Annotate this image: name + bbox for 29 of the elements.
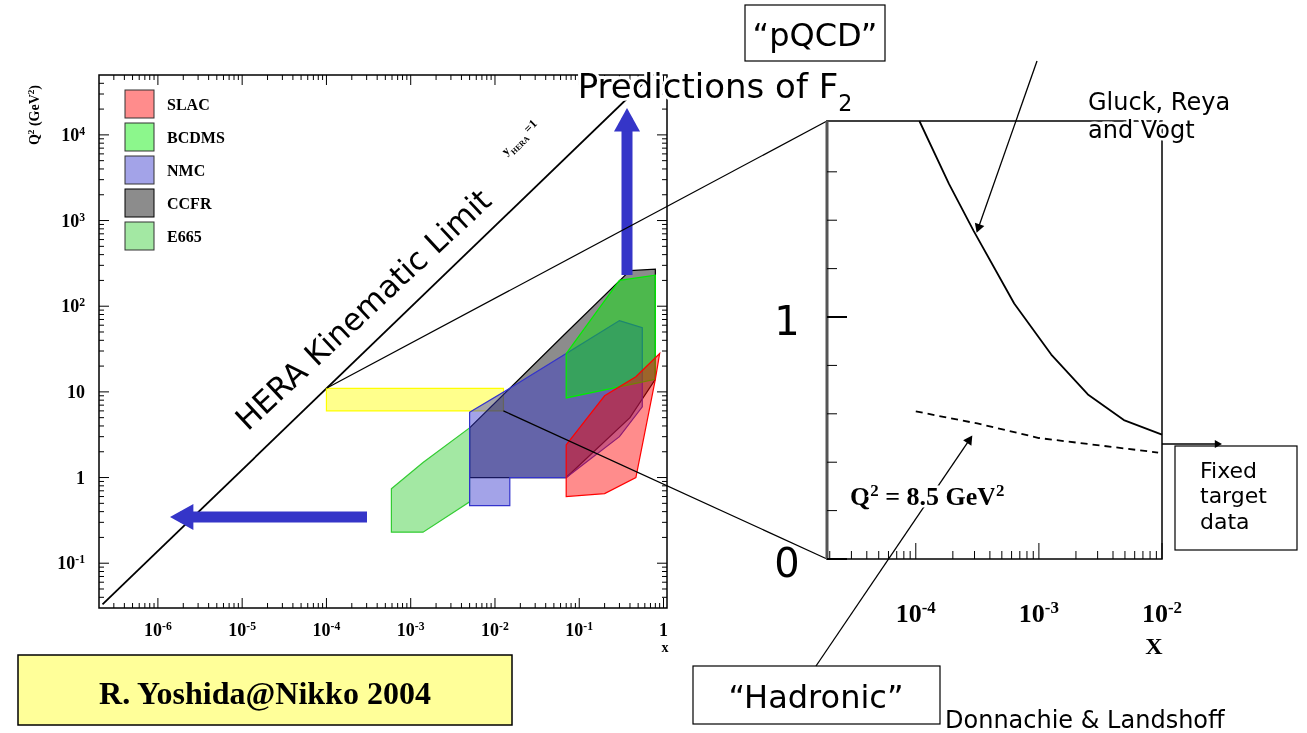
x-tick-label: 10$^{-2}$ <box>1141 597 1183 628</box>
legend-label: CCFR <box>167 195 212 212</box>
legend-label: BCDMS <box>167 129 225 146</box>
y-tick-label: 10 <box>67 381 85 402</box>
x-tick-label: 10$^{-4}$ <box>312 619 341 640</box>
x-tick-label: 10$^{-6}$ <box>144 619 172 640</box>
y-tick-label: 1 <box>76 467 85 488</box>
text: Fixed target data <box>1200 458 1268 534</box>
legend-label: E665 <box>167 228 202 245</box>
y-tick-label: 10$^{2}$ <box>61 295 86 317</box>
text: “Hadronic” <box>728 678 904 716</box>
y-tick-label: 10$^{3}$ <box>61 210 86 231</box>
text: R. Yoshida@Nikko 2004 <box>99 675 431 711</box>
y-tick-label: 10$^{4}$ <box>61 124 86 145</box>
legend-label: SLAC <box>167 96 210 113</box>
text: “pQCD” <box>752 16 878 54</box>
x-tick-label: 10$^{-5}$ <box>228 619 257 640</box>
x-tick-label: 10$^{-3}$ <box>1018 597 1059 628</box>
x-tick-label: 10$^{-2}$ <box>481 619 509 640</box>
x-tick-label: 10$^{-1}$ <box>565 619 594 640</box>
legend-label: NMC <box>167 162 206 179</box>
y-tick-label: 10$^{-1}$ <box>57 552 86 574</box>
y-tick-label: 0 <box>774 540 800 586</box>
x-axis-title: X <box>1145 633 1164 659</box>
x-tick-label: 10$^{-3}$ <box>396 619 425 640</box>
x-tick-label: 1 <box>659 620 669 640</box>
text: Donnachie & Landshoff <box>945 706 1226 733</box>
x-tick-label: 10$^{-4}$ <box>895 597 937 628</box>
x-axis-title: x <box>661 640 669 655</box>
